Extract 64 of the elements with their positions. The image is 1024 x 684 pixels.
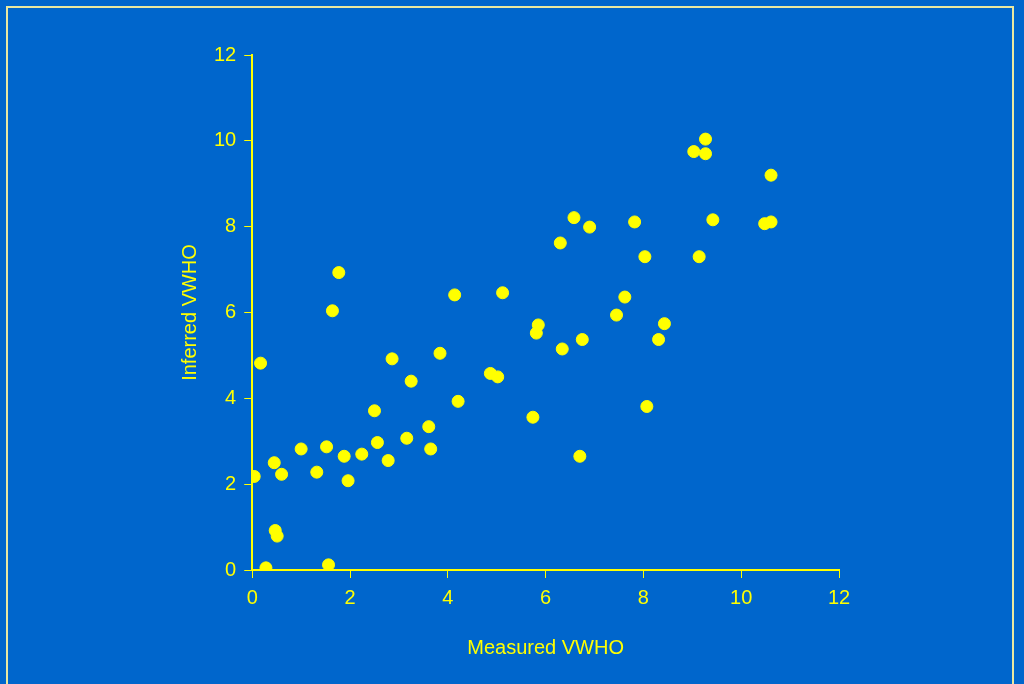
- point: [531, 318, 545, 332]
- point: [764, 215, 778, 229]
- point: [310, 465, 324, 479]
- point: [322, 558, 336, 570]
- point: [657, 317, 671, 331]
- x-tick-label: 8: [637, 585, 649, 608]
- x-tick-label: 6: [540, 585, 552, 608]
- y-tick-label: 8: [225, 214, 237, 237]
- point: [692, 250, 706, 264]
- point: [567, 211, 581, 225]
- y-tick-label: 2: [225, 471, 237, 494]
- point: [448, 288, 462, 302]
- point: [706, 213, 720, 227]
- point: [385, 352, 399, 366]
- point: [451, 394, 465, 408]
- x-tick-label: 12: [827, 585, 851, 608]
- point: [618, 290, 632, 304]
- x-tick-label: 0: [246, 585, 258, 608]
- point: [381, 454, 395, 468]
- point: [367, 404, 381, 418]
- point: [638, 250, 652, 264]
- point: [640, 399, 654, 413]
- point: [424, 442, 438, 456]
- point: [555, 342, 569, 356]
- point: [628, 215, 642, 229]
- y-tick-label: 10: [214, 128, 237, 151]
- point: [337, 449, 351, 463]
- point: [332, 266, 346, 280]
- point: [496, 286, 510, 300]
- point: [433, 346, 447, 360]
- point: [687, 145, 701, 159]
- point: [526, 410, 540, 424]
- point: [575, 333, 589, 347]
- x-tick-label: 2: [344, 585, 356, 608]
- point: [341, 474, 355, 488]
- point: [699, 132, 713, 146]
- point: [294, 442, 308, 456]
- point: [652, 333, 666, 347]
- x-tick-label: 10: [730, 585, 753, 608]
- point: [764, 168, 778, 182]
- point: [404, 374, 418, 388]
- point: [553, 236, 567, 250]
- point: [583, 220, 597, 234]
- x-tick-label: 4: [442, 585, 454, 608]
- point: [254, 356, 268, 370]
- point: [325, 304, 339, 318]
- y-tick-label: 12: [214, 42, 237, 65]
- point: [610, 308, 624, 322]
- point: [320, 440, 334, 454]
- point: [491, 370, 505, 384]
- point: [275, 467, 289, 481]
- y-axis-title: Inferred VWHO: [177, 244, 200, 381]
- point: [573, 449, 587, 463]
- point: [370, 436, 384, 450]
- x-axis-title: Measured VWHO: [467, 635, 624, 658]
- y-tick-label: 0: [225, 557, 237, 580]
- point: [267, 456, 281, 470]
- y-tick-label: 6: [225, 300, 237, 323]
- point: [400, 431, 414, 445]
- point: [270, 529, 284, 543]
- y-tick-label: 4: [225, 385, 237, 408]
- point: [422, 420, 436, 434]
- point: [355, 447, 369, 461]
- point: [699, 147, 713, 161]
